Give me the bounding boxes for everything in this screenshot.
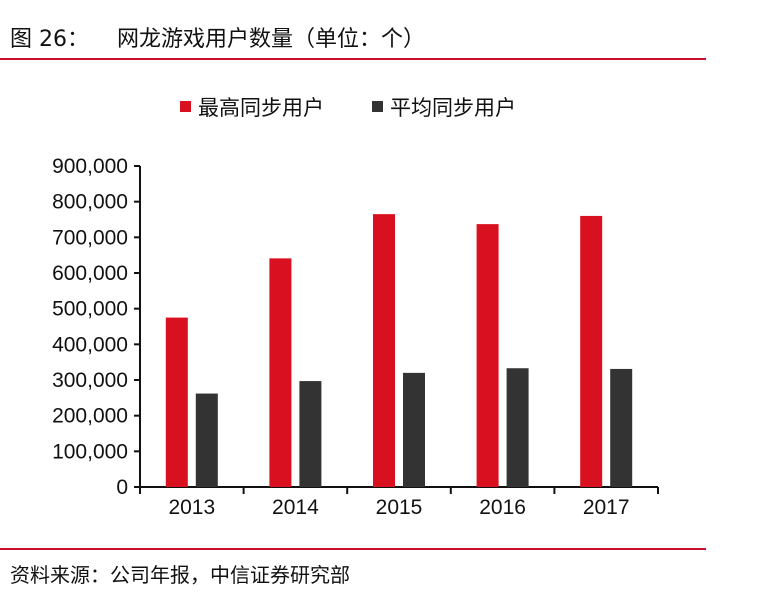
y-tick-label: 0	[116, 476, 128, 499]
bar-peak-users-2015	[373, 214, 395, 487]
x-tick-label: 2014	[272, 496, 319, 519]
figure-title: 图 26： 网龙游戏用户数量（单位：个）	[10, 26, 425, 54]
y-tick-label: 400,000	[52, 333, 128, 356]
y-tick-label: 800,000	[52, 191, 128, 214]
bar-peak-users-2014	[269, 258, 292, 487]
bars	[165, 214, 633, 488]
bar-avg-users-2015	[403, 372, 425, 487]
legend: 最高同步用户 平均同步用户	[180, 96, 516, 120]
y-tick-label: 700,000	[52, 226, 128, 249]
y-tick-label: 900,000	[52, 155, 128, 178]
y-tick-label: 600,000	[52, 262, 128, 285]
y-tick-label: 200,000	[52, 405, 128, 428]
bar-avg-users-2016	[506, 368, 529, 487]
y-axis: 0 100,000 200,000 300,000 400,000 500,000 600,…	[52, 155, 141, 499]
x-tick-label: 2016	[479, 496, 526, 519]
bar-avg-users-2014	[299, 381, 322, 487]
y-tick-label: 100,000	[52, 440, 128, 463]
y-tick-label: 300,000	[52, 369, 128, 392]
x-tick-label: 2013	[168, 496, 215, 519]
x-tick-label: 2015	[376, 496, 423, 519]
legend-label-2: 平均同步用户	[390, 96, 516, 120]
y-tick-label: 500,000	[52, 298, 128, 321]
legend-swatch-2	[372, 101, 383, 112]
bottom-divider	[0, 548, 706, 550]
x-tick-label: 2017	[583, 496, 630, 519]
bar-avg-users-2013	[195, 393, 218, 487]
bar-peak-users-2017	[580, 215, 603, 487]
figure-title-text: 网龙游戏用户数量（单位：个）	[117, 27, 426, 52]
x-axis: 2013 2014 2015 2016 2017	[139, 486, 659, 519]
legend-label-1: 最高同步用户	[198, 96, 324, 120]
source-note: 资料来源：公司年报，中信证券研究部	[10, 563, 350, 587]
top-divider	[0, 58, 706, 60]
legend-swatch-1	[180, 101, 191, 112]
figure-label: 图 26：	[10, 27, 89, 52]
bar-avg-users-2017	[610, 368, 633, 487]
bar-peak-users-2016	[476, 224, 499, 488]
bar-peak-users-2013	[165, 317, 188, 487]
